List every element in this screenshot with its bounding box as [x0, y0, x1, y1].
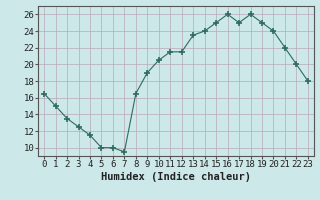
X-axis label: Humidex (Indice chaleur): Humidex (Indice chaleur)	[101, 172, 251, 182]
